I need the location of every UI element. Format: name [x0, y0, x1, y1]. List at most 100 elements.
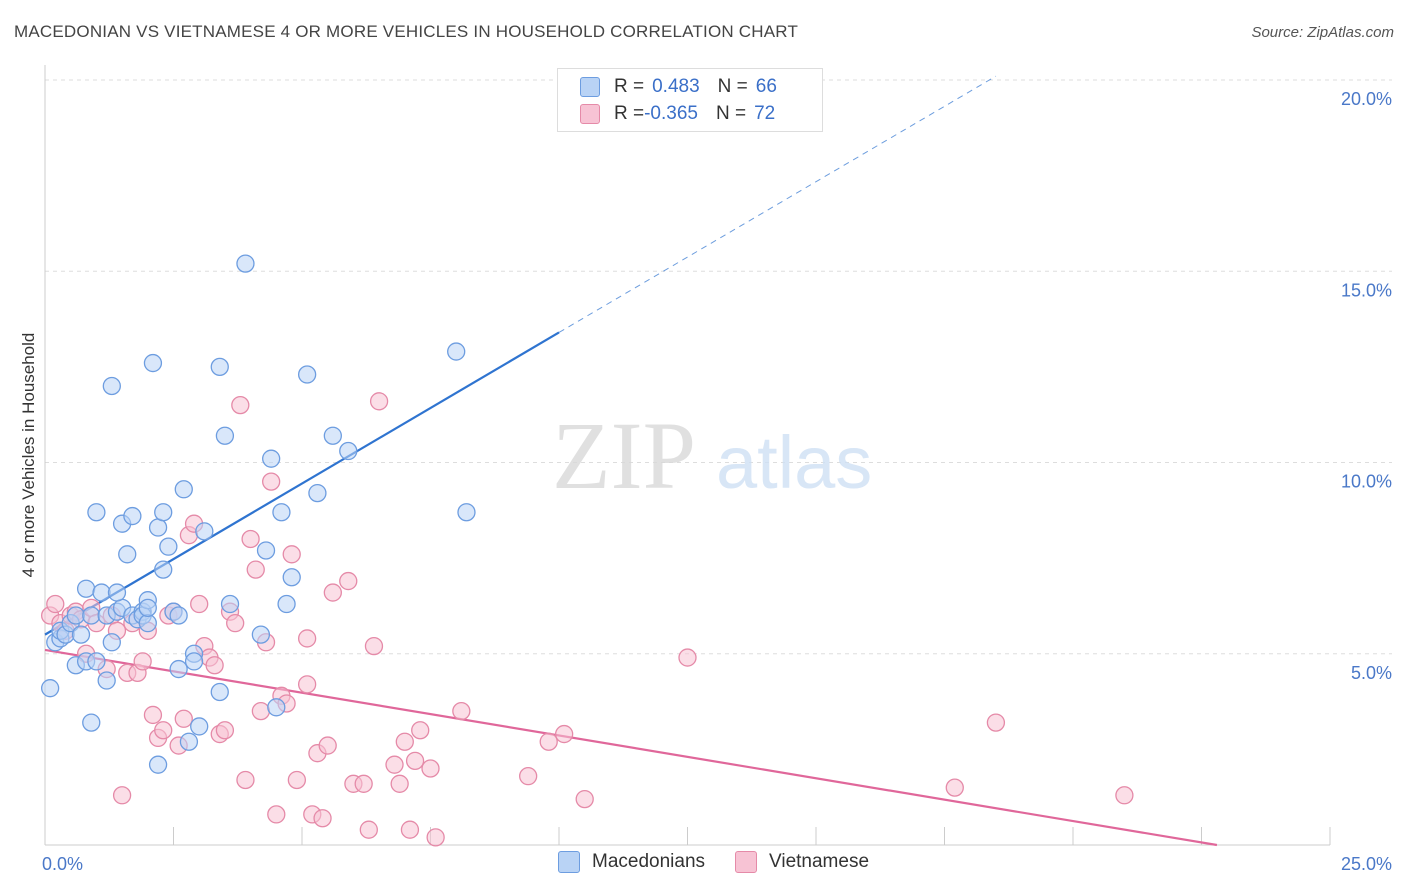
vietnamese-swatch — [580, 104, 600, 124]
macedonian-point — [87, 503, 106, 522]
legend-r-value-vietnamese: -0.365 — [644, 103, 698, 124]
legend-label-macedonians: Macedonians — [592, 851, 706, 872]
vietnamese-point — [323, 583, 342, 602]
legend-n-value-macedonians: 66 — [755, 76, 777, 97]
macedonian-point — [339, 441, 358, 461]
legend-r-label-macedonians: R = — [614, 76, 645, 97]
legend-r-value-macedonians: 0.483 — [652, 76, 700, 97]
series-legend: Macedonians Vietnamese — [558, 851, 899, 873]
macedonian-point — [143, 353, 163, 373]
vietnamese-point — [364, 636, 384, 656]
watermark: ZIP atlas — [552, 402, 872, 509]
macedonian-point — [195, 522, 214, 541]
macedonian-point — [272, 503, 291, 522]
macedonian-point — [71, 625, 91, 644]
macedonian-point — [82, 713, 101, 732]
macedonian-point — [92, 583, 111, 602]
vietnamese-point — [205, 656, 224, 675]
vietnamese-point — [297, 629, 317, 648]
vietnamese-point — [143, 705, 163, 725]
vietnamese-point — [174, 709, 193, 728]
vietnamese-point — [405, 751, 425, 770]
macedonian-point — [220, 594, 240, 614]
vietnamese-point — [519, 767, 538, 786]
chart-title: MACEDONIAN VS VIETNAMESE 4 OR MORE VEHIC… — [14, 22, 799, 41]
macedonians-trend — [44, 75, 997, 636]
vietnamese-point — [282, 545, 301, 564]
macedonian-point — [169, 606, 188, 625]
macedonian-point — [148, 755, 168, 774]
x-tick-label-max: 25.0% — [1341, 854, 1392, 874]
vietnamese-point — [267, 805, 286, 824]
legend-row-macedonians: R = 0.483 N = 66 — [580, 74, 777, 100]
vietnamese-point — [986, 713, 1006, 732]
macedonian-point — [323, 426, 342, 445]
macedonian-point — [138, 598, 157, 617]
legend-n-label-macedonians: N = — [717, 76, 748, 97]
source-label: Source: ZipAtlas.com — [1251, 24, 1394, 41]
legend-row-vietnamese: R = -0.365 N = 72 — [580, 101, 775, 127]
macedonian-point — [282, 568, 301, 587]
vietnamese-point — [154, 721, 173, 740]
legend-r-label-vietnamese: R = — [614, 103, 645, 124]
macedonian-point — [123, 506, 142, 526]
macedonian-point — [236, 254, 255, 273]
macedonian-point — [76, 579, 96, 598]
macedonians-trend-line — [44, 331, 560, 636]
vietnamese-point — [1115, 786, 1134, 805]
macedonian-point — [87, 652, 106, 671]
x-tick-label-min: 0.0% — [42, 854, 83, 874]
y-tick-label: 5.0% — [1351, 663, 1392, 683]
macedonians-swatch — [580, 77, 600, 97]
macedonian-point — [102, 633, 121, 652]
vietnamese-point — [313, 809, 332, 828]
vietnamese-point — [241, 529, 260, 549]
vietnamese-point — [539, 732, 558, 751]
vietnamese-point — [359, 820, 378, 839]
vietnamese-point — [297, 675, 317, 694]
macedonian-point — [138, 614, 157, 633]
macedonian-point — [179, 732, 199, 751]
y-axis-label: 4 or more Vehicles in Household — [19, 333, 38, 578]
y-tick-label: 20.0% — [1341, 89, 1392, 109]
vietnamese-point — [226, 614, 245, 633]
vietnamese-point — [411, 721, 430, 740]
vietnamese-point — [46, 594, 65, 614]
vietnamese-point — [385, 755, 404, 774]
macedonians-points — [40, 254, 476, 774]
legend-n-value-vietnamese: 72 — [754, 103, 776, 124]
vietnamese-point — [421, 759, 440, 778]
vietnamese-point — [426, 828, 445, 847]
stats-legend: R = 0.483 N = 66 R = -0.365 N = 72 — [557, 68, 823, 132]
macedonian-point — [308, 483, 327, 503]
macedonian-point — [277, 594, 296, 614]
legend-item-vietnamese[interactable]: Vietnamese — [735, 851, 869, 873]
macedonian-point — [215, 426, 235, 445]
vietnamese-point — [133, 652, 152, 671]
vietnamese-point — [190, 594, 209, 614]
watermark-zip: ZIP — [552, 402, 696, 509]
macedonians-legend-swatch — [558, 851, 580, 873]
vietnamese-point — [318, 736, 337, 755]
vietnamese-point — [339, 571, 358, 591]
vietnamese-point — [112, 786, 132, 805]
vietnamese-point — [246, 560, 265, 579]
vietnamese-point — [575, 789, 594, 809]
vietnamese-point — [452, 701, 471, 721]
vietnamese-point — [236, 770, 255, 790]
macedonian-point — [66, 606, 85, 625]
legend-item-macedonians[interactable]: Macedonians — [558, 851, 705, 873]
macedonians-trend-extension — [558, 75, 997, 333]
vietnamese-point — [390, 774, 409, 793]
macedonian-point — [174, 480, 193, 499]
vietnamese-point — [354, 774, 373, 793]
macedonian-point — [82, 606, 101, 625]
macedonian-point — [169, 659, 188, 679]
macedonian-point — [267, 698, 286, 717]
vietnamese-point — [400, 820, 420, 839]
macedonian-point — [297, 365, 317, 384]
macedonian-point — [256, 541, 276, 560]
y-tick-label: 10.0% — [1341, 472, 1392, 492]
macedonian-point — [118, 545, 137, 564]
macedonian-point — [102, 376, 121, 396]
